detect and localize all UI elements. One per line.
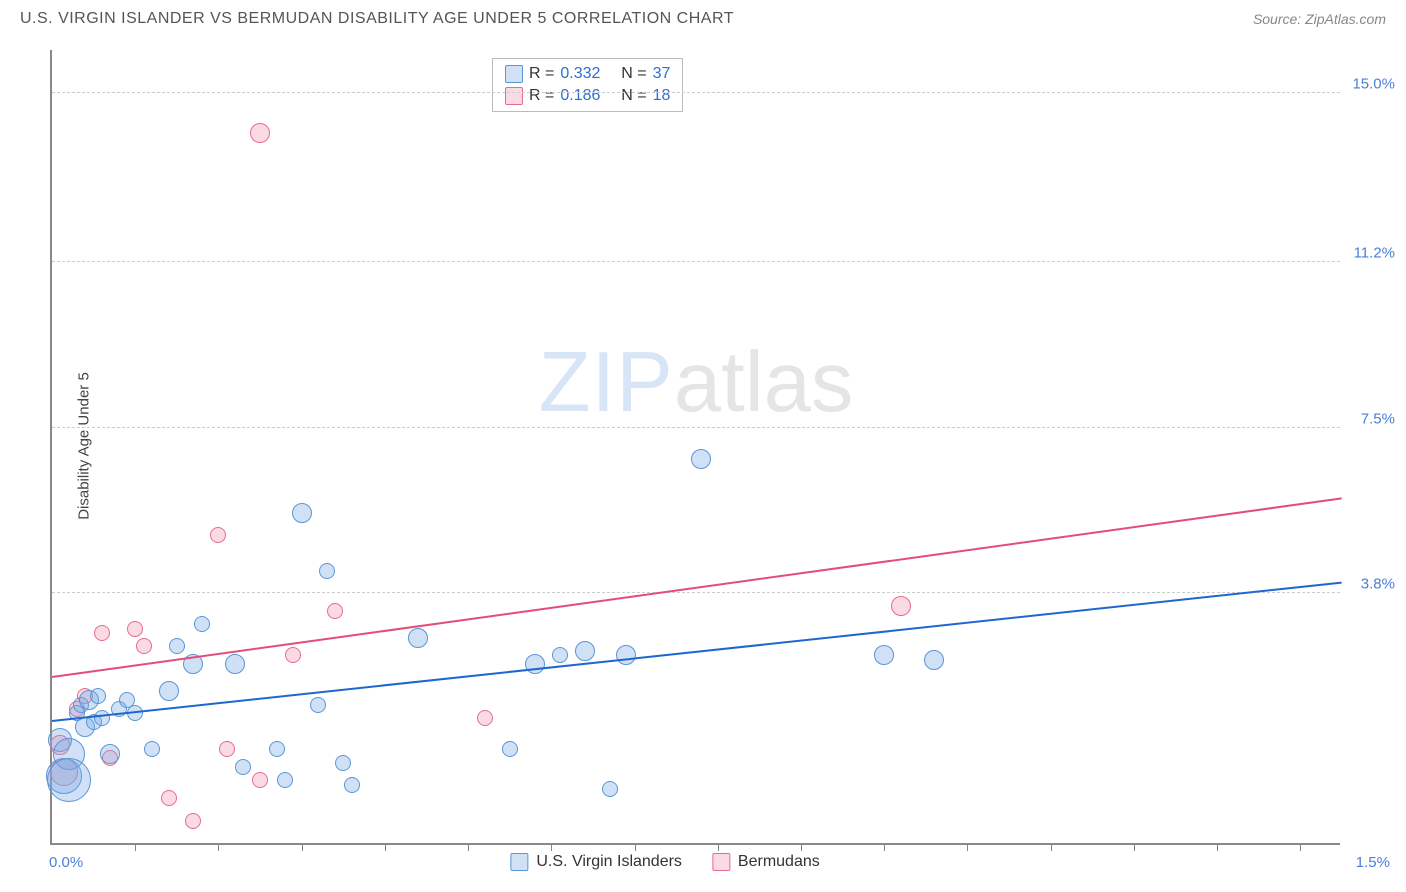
trend-line [52, 582, 1342, 722]
stats-legend-box: R = 0.332 N = 37 R = 0.186 N = 18 [492, 58, 683, 112]
data-point [335, 755, 351, 771]
y-tick-label: 11.2% [1354, 245, 1395, 262]
legend-label-series2: Bermudans [738, 853, 820, 871]
data-point [90, 688, 106, 704]
watermark-part1: ZIP [539, 335, 674, 430]
swatch-series1 [505, 65, 523, 83]
data-point [219, 741, 235, 757]
x-tick [385, 843, 386, 851]
data-point [144, 741, 160, 757]
x-tick [218, 843, 219, 851]
data-point [185, 813, 201, 829]
legend-item-series2: Bermudans [712, 853, 820, 871]
legend-bottom: U.S. Virgin Islanders Bermudans [510, 853, 819, 871]
legend-swatch-series1 [510, 853, 528, 871]
data-point [127, 621, 143, 637]
data-point [277, 772, 293, 788]
data-point [210, 527, 226, 543]
data-point [502, 741, 518, 757]
data-point [477, 710, 493, 726]
data-point [269, 741, 285, 757]
data-point [408, 628, 428, 648]
watermark: ZIPatlas [539, 334, 854, 432]
data-point [691, 449, 711, 469]
y-tick-label: 7.5% [1361, 410, 1395, 427]
data-point [252, 772, 268, 788]
legend-label-series1: U.S. Virgin Islanders [536, 853, 682, 871]
data-point [310, 697, 326, 713]
r-value-series1: 0.332 [560, 65, 600, 83]
data-point [250, 123, 270, 143]
y-tick-label: 15.0% [1352, 75, 1395, 92]
data-point [924, 650, 944, 670]
watermark-part2: atlas [674, 335, 854, 430]
x-tick [967, 843, 968, 851]
x-axis-min-label: 0.0% [49, 854, 83, 871]
n-value-series1: 37 [653, 65, 671, 83]
stats-row-series2: R = 0.186 N = 18 [505, 85, 670, 107]
x-tick [801, 843, 802, 851]
data-point [169, 638, 185, 654]
legend-swatch-series2 [712, 853, 730, 871]
gridline [52, 261, 1340, 262]
gridline [52, 92, 1340, 93]
data-point [575, 641, 595, 661]
x-tick [884, 843, 885, 851]
data-point [47, 758, 91, 802]
data-point [225, 654, 245, 674]
x-axis-max-label: 1.5% [1356, 854, 1390, 871]
x-tick [551, 843, 552, 851]
y-tick-label: 3.8% [1361, 575, 1395, 592]
data-point [136, 638, 152, 654]
legend-item-series1: U.S. Virgin Islanders [510, 853, 682, 871]
x-tick [718, 843, 719, 851]
x-tick [1300, 843, 1301, 851]
data-point [194, 616, 210, 632]
data-point [94, 710, 110, 726]
data-point [161, 790, 177, 806]
chart-title: U.S. VIRGIN ISLANDER VS BERMUDAN DISABIL… [20, 10, 734, 28]
r-label: R = [529, 65, 554, 83]
data-point [874, 645, 894, 665]
gridline [52, 427, 1340, 428]
x-tick [1051, 843, 1052, 851]
x-tick [1134, 843, 1135, 851]
chart-plot-area: ZIPatlas R = 0.332 N = 37 R = 0.186 N = … [50, 50, 1340, 845]
swatch-series2 [505, 87, 523, 105]
data-point [552, 647, 568, 663]
stats-row-series1: R = 0.332 N = 37 [505, 63, 670, 85]
data-point [100, 744, 120, 764]
x-tick [635, 843, 636, 851]
r-label: R = [529, 87, 554, 105]
data-point [94, 625, 110, 641]
source-label: Source: ZipAtlas.com [1253, 11, 1386, 27]
x-tick [1217, 843, 1218, 851]
x-tick [302, 843, 303, 851]
data-point [525, 654, 545, 674]
data-point [344, 777, 360, 793]
x-tick [468, 843, 469, 851]
data-point [602, 781, 618, 797]
x-tick [135, 843, 136, 851]
n-label: N = [621, 65, 646, 83]
data-point [285, 647, 301, 663]
data-point [891, 596, 911, 616]
data-point [159, 681, 179, 701]
data-point [616, 645, 636, 665]
data-point [319, 563, 335, 579]
n-label: N = [621, 87, 646, 105]
data-point [292, 503, 312, 523]
r-value-series2: 0.186 [560, 87, 600, 105]
data-point [235, 759, 251, 775]
n-value-series2: 18 [653, 87, 671, 105]
data-point [327, 603, 343, 619]
gridline [52, 592, 1340, 593]
